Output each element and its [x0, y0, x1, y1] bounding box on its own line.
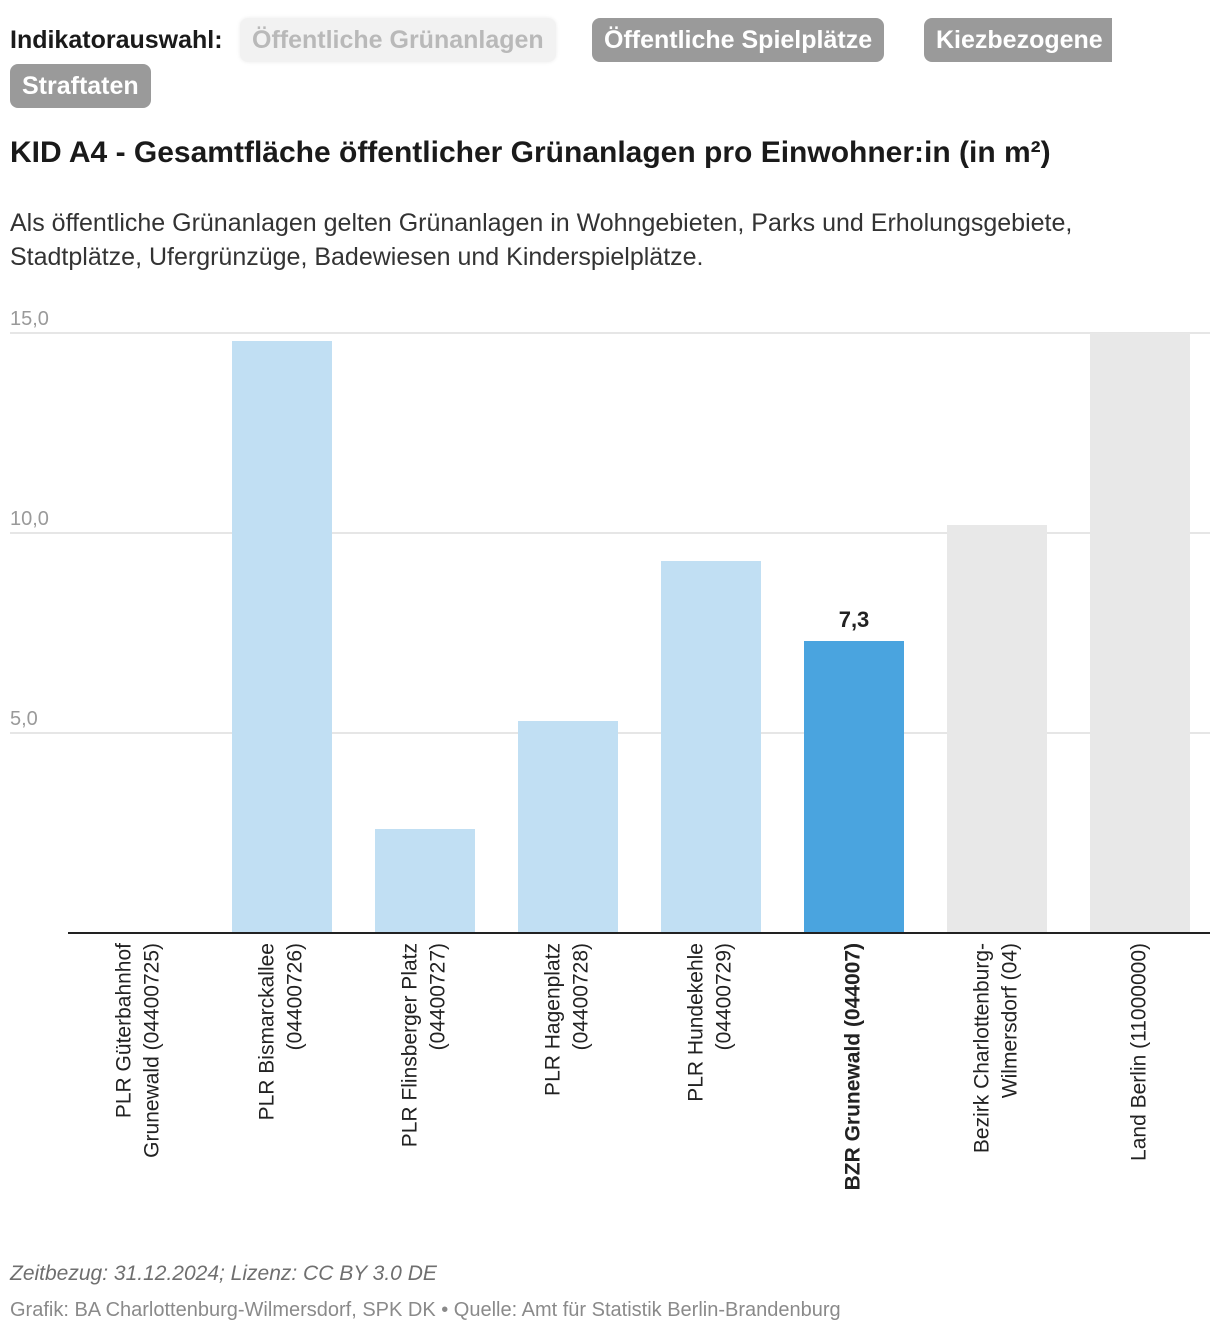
bar [232, 341, 332, 933]
x-tick-label-line: PLR Güterbahnhof [113, 943, 136, 1118]
data-label: 7,3 [839, 607, 870, 632]
footer-credit: Grafik: BA Charlottenburg-Wilmersdorf, S… [10, 1299, 841, 1321]
bar [518, 721, 618, 933]
bar-chart: 5,0 10,0 15,0 7,3 PLR Güterbahnhof Grunewald … [10, 308, 1210, 1190]
indicator-option-kiezbezogene[interactable]: Kiezbezogene [924, 18, 1112, 62]
bar [661, 561, 761, 933]
bar [804, 641, 904, 933]
indicator-label: Indikatorauswahl: [10, 26, 223, 54]
x-tick-label-line: PLR Flinsberger Platz [399, 943, 422, 1147]
y-tick-label: 5,0 [10, 708, 38, 730]
indicator-selector: Indikatorauswahl: Öffentliche Grünanlage… [10, 10, 1112, 110]
x-tick-label-line: PLR Bismarckallee [256, 943, 279, 1120]
x-tick-label-line: Grunewald (04400725) [141, 943, 164, 1158]
x-tick-label-line: PLR Hagenplatz [542, 943, 565, 1096]
chart-title: KID A4 - Gesamtfläche öffentlicher Grüna… [10, 136, 1051, 169]
x-tick-label: PLR Bismarckallee (04400726) [256, 943, 307, 1120]
x-tick-label: PLR Hagenplatz (04400728) [542, 943, 593, 1096]
x-tick-label-line: PLR Hundekehle [685, 943, 708, 1102]
indicator-option-oeffentliche-spielplaetze[interactable]: Öffentliche Spielplätze [592, 18, 885, 62]
x-tick-label: PLR Flinsberger Platz (04400727) [399, 943, 450, 1147]
x-tick-label: PLR Güterbahnhof Grunewald (04400725) [113, 943, 164, 1158]
x-tick-label: PLR Hundekehle (04400729) [685, 943, 736, 1102]
x-tick-label-line: (04400729) [713, 943, 736, 1050]
indicator-option-straftaten[interactable]: Straftaten [10, 64, 151, 108]
x-tick-label-line: (04400728) [570, 943, 593, 1050]
x-tick-label-line: (04400726) [284, 943, 307, 1050]
chart-description: Als öffentliche Grünanlagen gelten Grüna… [10, 209, 1073, 271]
y-tick-label: 10,0 [10, 508, 49, 530]
bar [1090, 333, 1190, 933]
x-tick-label-line: Land Berlin (11000000) [1128, 943, 1151, 1161]
x-tick-label: Land Berlin (11000000) [1128, 943, 1151, 1161]
indicator-option-oeffentliche-gruenanlagen[interactable]: Öffentliche Grünanlagen [240, 18, 556, 62]
footer-note: Zeitbezug: 31.12.2024; Lizenz: CC BY 3.0… [10, 1262, 437, 1285]
x-tick-label-line: Bezirk Charlottenburg- [971, 943, 994, 1153]
x-tick-label: Bezirk Charlottenburg- Wilmersdorf (04) [971, 943, 1022, 1153]
x-tick-label-line: Wilmersdorf (04) [999, 943, 1022, 1098]
x-tick-label: BZR Grunewald (044007) [842, 943, 865, 1190]
x-tick-label-line: (04400727) [427, 943, 450, 1050]
y-tick-label: 15,0 [10, 308, 49, 330]
x-tick-label-line: BZR Grunewald (044007) [842, 943, 865, 1190]
bar [947, 525, 1047, 933]
bar [375, 829, 475, 933]
